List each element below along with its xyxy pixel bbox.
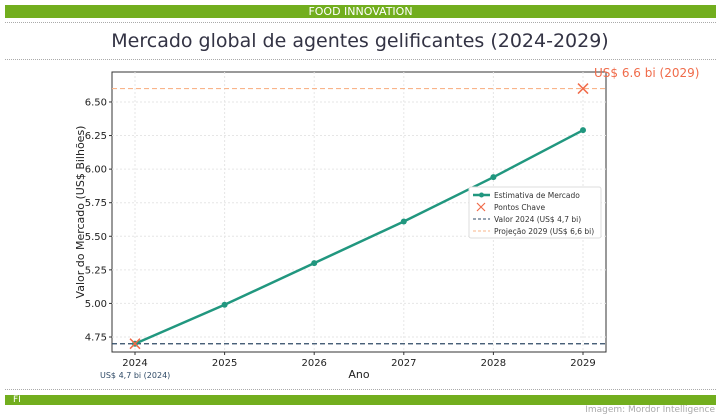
banner: FOOD INNOVATION — [5, 5, 716, 18]
legend-label: Pontos Chave — [494, 203, 545, 212]
legend-label: Estimativa de Mercado — [494, 191, 580, 200]
series-line — [134, 129, 584, 345]
y-axis-label: Valor do Mercado (US$ Bilhões) — [74, 126, 87, 299]
source-credit: Imagem: Mordor Intelligence — [585, 405, 715, 415]
data-point — [580, 127, 586, 134]
key-point-marker — [577, 83, 589, 95]
x-tick-label: 2027 — [391, 358, 416, 369]
x-tick-label: 2025 — [212, 358, 237, 369]
y-tick-label: 5.00 — [85, 299, 107, 310]
legend-label: Projeção 2029 (US$ 6,6 bi) — [494, 227, 594, 236]
y-tick-label: 6.00 — [85, 165, 107, 176]
y-tick-label: 5.75 — [85, 198, 107, 209]
y-tick-label: 4.75 — [85, 333, 107, 344]
annotation-2029: US$ 6.6 bi (2029) — [594, 66, 699, 80]
x-tick-label: 2024 — [122, 358, 147, 369]
plot-frame — [111, 71, 607, 353]
page-title: Mercado global de agentes gelificantes (… — [111, 30, 609, 52]
legend-swatch-marker — [479, 192, 484, 198]
data-point — [490, 174, 497, 181]
annotation-2024: US$ 4,7 bi (2024) — [100, 371, 170, 380]
legend — [468, 186, 602, 239]
y-tick-label: 5.50 — [85, 232, 107, 243]
x-tick-label: 2026 — [301, 358, 326, 369]
data-point — [311, 260, 318, 267]
legend-label: Valor 2024 (US$ 4,7 bi) — [494, 215, 581, 224]
divider — [5, 22, 716, 23]
data-point — [221, 301, 228, 308]
divider — [5, 59, 716, 60]
legend-swatch-x — [476, 202, 486, 212]
key-point-marker — [129, 338, 141, 350]
x-axis-label: Ano — [348, 368, 369, 381]
y-tick-label: 6.25 — [85, 131, 107, 142]
divider — [5, 389, 716, 390]
y-tick-label: 6.50 — [85, 97, 107, 108]
data-point — [400, 218, 407, 225]
x-tick-label: 2028 — [481, 358, 506, 369]
x-tick-label: 2029 — [570, 358, 595, 369]
y-tick-label: 5.25 — [85, 265, 107, 276]
footer-logo: FI — [5, 395, 716, 405]
